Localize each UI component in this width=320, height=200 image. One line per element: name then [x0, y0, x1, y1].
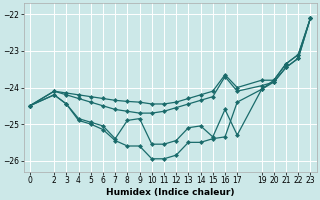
X-axis label: Humidex (Indice chaleur): Humidex (Indice chaleur) — [106, 188, 234, 197]
